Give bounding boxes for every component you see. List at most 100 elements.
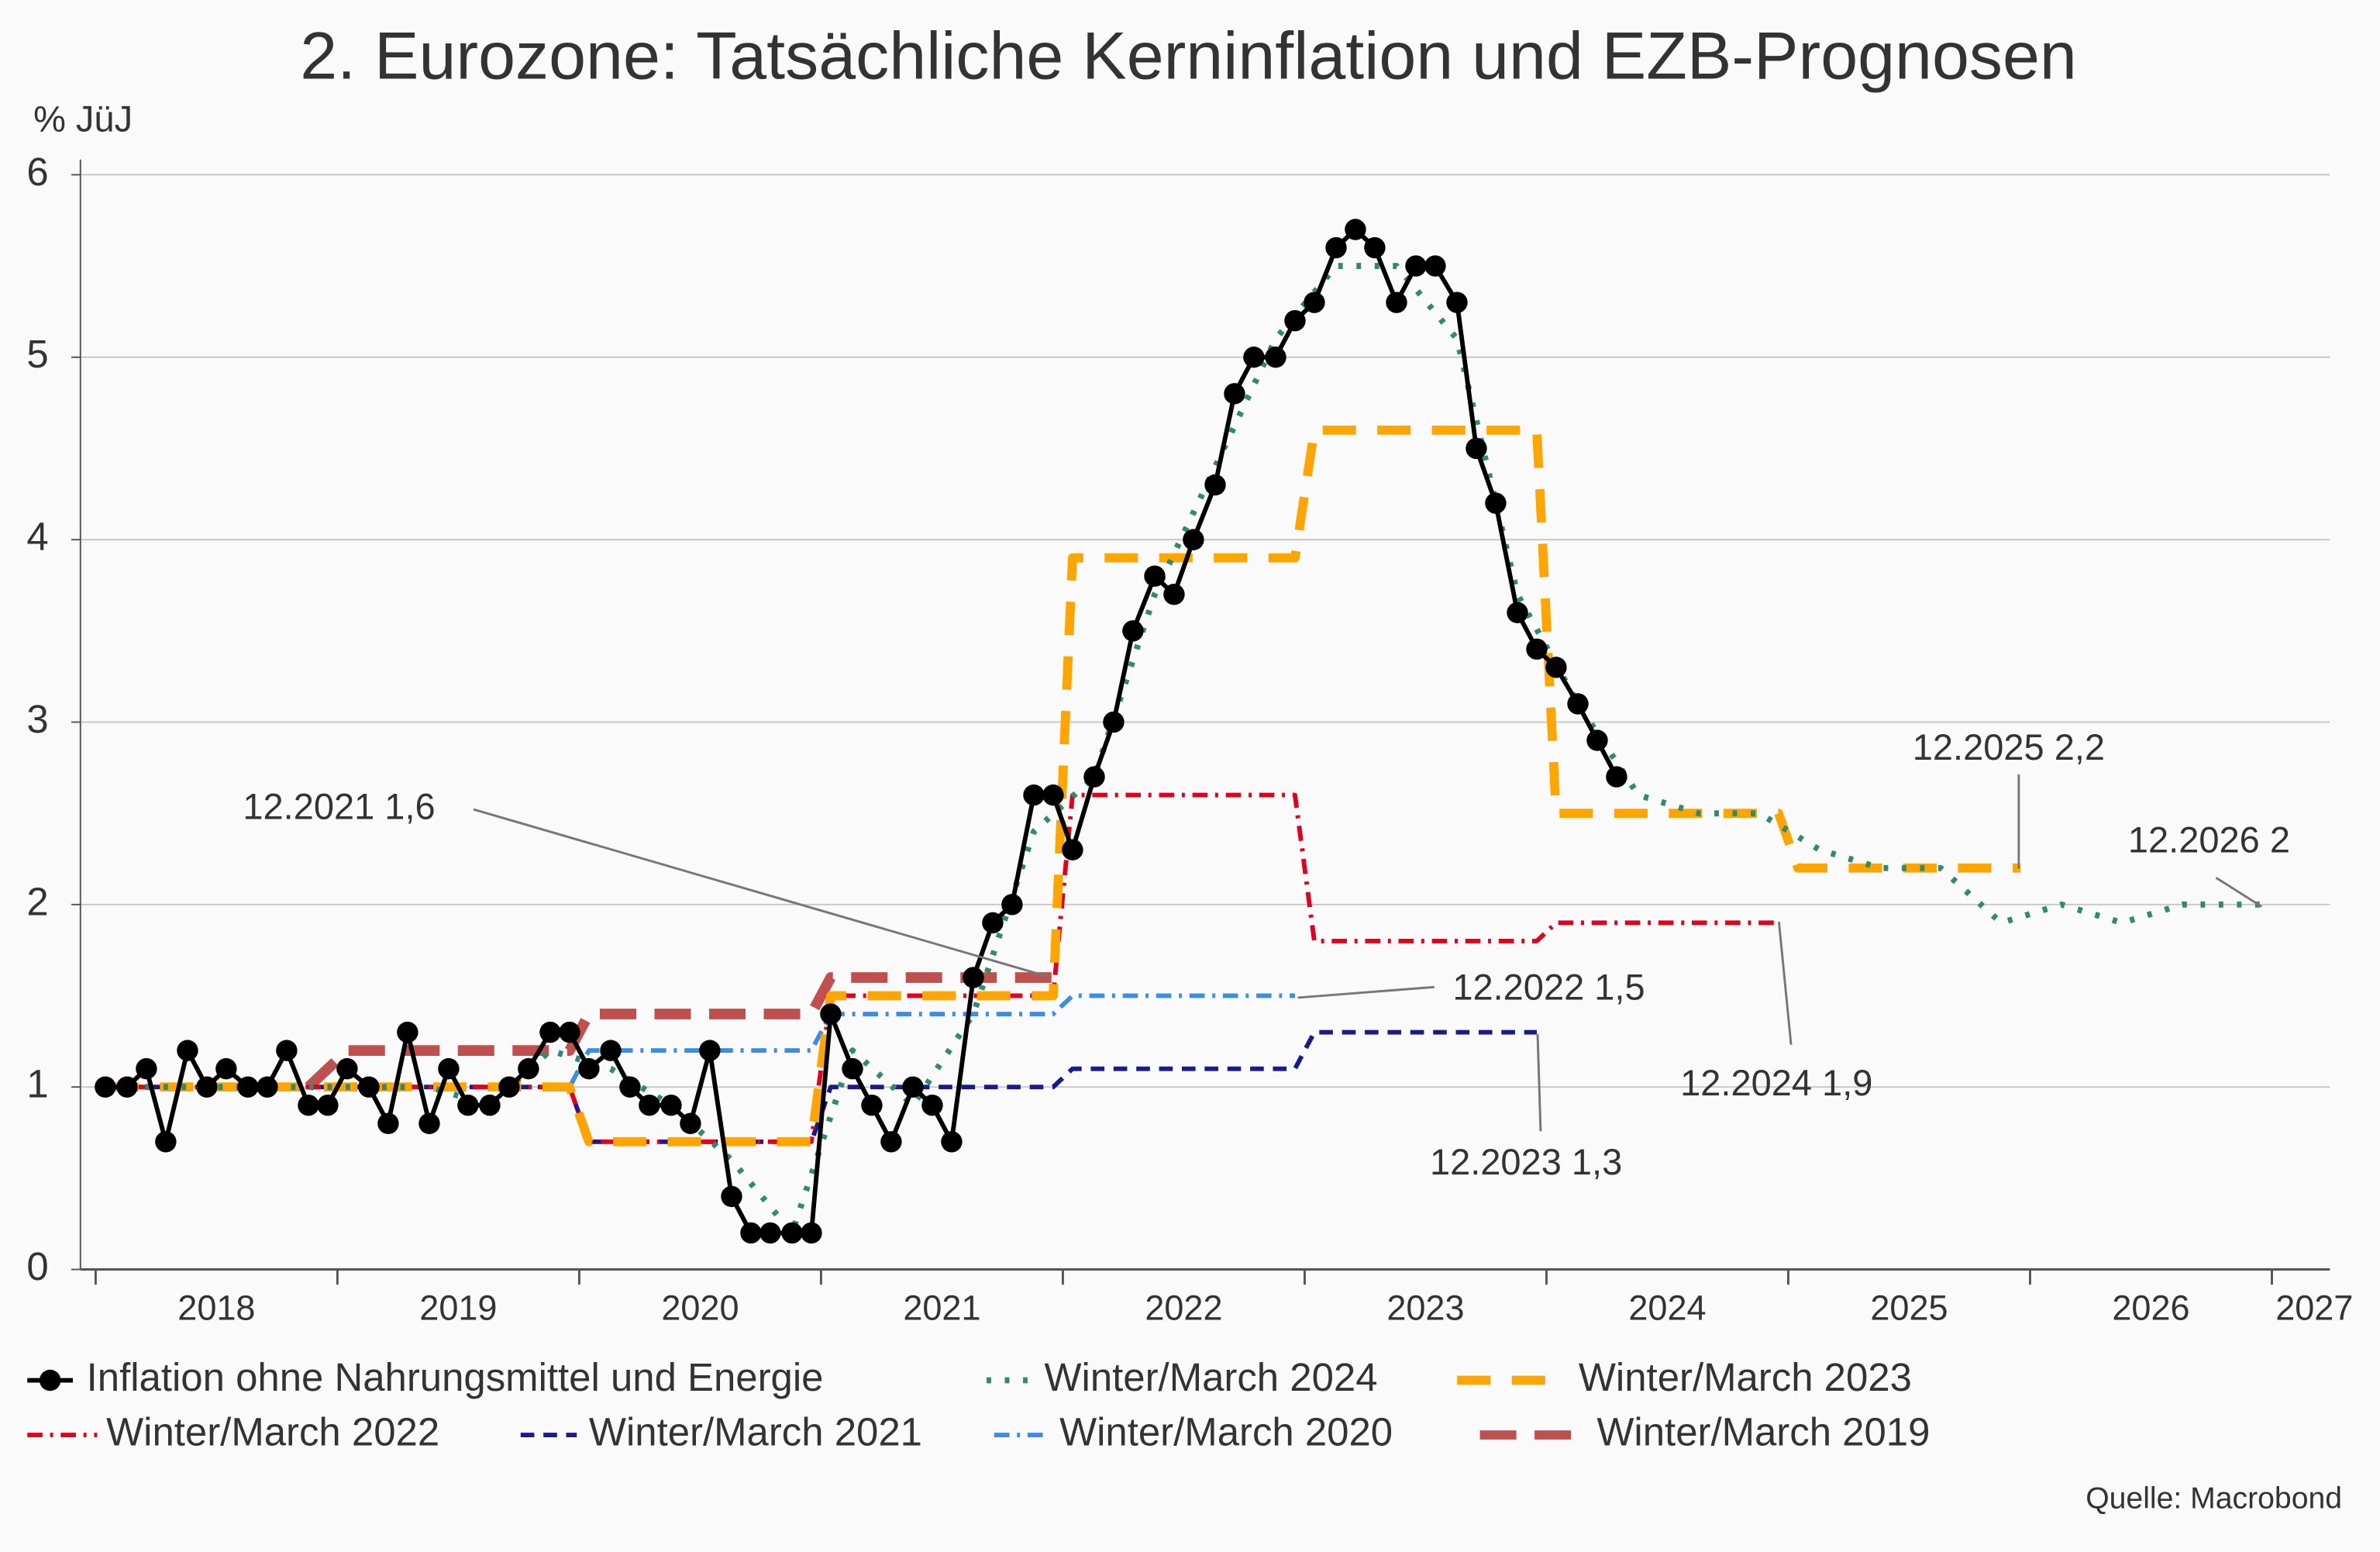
data-point — [1446, 291, 1468, 313]
data-point — [721, 1185, 742, 1208]
data-point — [619, 1076, 641, 1098]
data-point — [1424, 255, 1446, 277]
data-point — [861, 1095, 883, 1116]
data-point — [1586, 729, 1608, 751]
series-line — [105, 227, 1619, 1236]
data-point — [1345, 219, 1366, 240]
data-point — [559, 1021, 580, 1043]
source: Quelle: Macrobond — [2086, 1482, 2342, 1516]
y-tick-label: 6 — [26, 150, 48, 194]
data-point — [1163, 584, 1185, 605]
data-point — [1183, 529, 1204, 550]
data-point — [1042, 784, 1064, 806]
annotation: 12.2021 1,6 — [243, 786, 435, 827]
data-point — [457, 1095, 479, 1116]
data-point — [1083, 766, 1105, 788]
annotation: 12.2024 1,9 — [1680, 1062, 1872, 1103]
data-point — [982, 912, 1004, 934]
x-tick-label: 2025 — [1870, 1288, 1948, 1327]
data-point — [880, 1131, 902, 1153]
legend-label: Winter/March 2022 — [106, 1409, 439, 1454]
x-tick-label: 2026 — [2112, 1288, 2189, 1327]
data-point — [1224, 383, 1245, 405]
data-point — [257, 1076, 278, 1098]
legend-label: Winter/March 2019 — [1596, 1409, 1930, 1454]
annotation: 12.2023 1,3 — [1430, 1141, 1622, 1182]
data-point — [660, 1095, 682, 1116]
data-point — [1485, 492, 1507, 514]
data-point — [397, 1021, 418, 1043]
data-point — [1265, 347, 1286, 368]
data-point — [902, 1076, 924, 1098]
series-line — [105, 426, 2021, 1147]
data-point — [237, 1076, 259, 1098]
y-tick-label: 1 — [26, 1062, 48, 1106]
y-tick-label: 0 — [26, 1244, 48, 1288]
y-tick-label: 2 — [26, 879, 48, 923]
data-point — [276, 1040, 298, 1061]
data-point — [1364, 236, 1386, 259]
data-point — [1284, 309, 1306, 332]
x-tick-label: 2018 — [177, 1288, 255, 1327]
series-line — [105, 1029, 1537, 1144]
data-point — [1023, 784, 1045, 806]
x-tick-label: 2023 — [1386, 1288, 1464, 1327]
data-point — [1204, 474, 1226, 496]
data-point — [600, 1040, 622, 1061]
data-point — [740, 1222, 762, 1244]
annotation-leader — [1297, 985, 1435, 999]
data-point — [438, 1057, 460, 1080]
x-tick-label: 2022 — [1145, 1288, 1222, 1327]
legend-marker — [39, 1369, 61, 1392]
data-point — [699, 1040, 721, 1061]
data-point — [377, 1112, 399, 1134]
annotation: 12.2022 1,5 — [1452, 967, 1645, 1008]
data-point — [136, 1057, 157, 1080]
data-point — [1325, 236, 1347, 259]
data-point — [479, 1095, 501, 1116]
data-point — [1304, 291, 1325, 313]
data-point — [196, 1076, 218, 1098]
data-point — [116, 1076, 138, 1098]
legend-label: Inflation ohne Nahrungsmittel und Energi… — [87, 1355, 824, 1399]
chart-title: 2. Eurozone: Tatsächliche Kerninflation … — [300, 19, 2077, 93]
series-line — [305, 972, 1053, 1092]
annotation-leader — [1777, 921, 1793, 1045]
data-point — [1001, 894, 1023, 916]
annotation: 12.2026 2 — [2128, 819, 2290, 860]
data-point — [298, 1095, 319, 1116]
data-point — [1386, 291, 1407, 313]
data-point — [1243, 347, 1265, 368]
data-point — [680, 1112, 701, 1134]
legend-label: Winter/March 2021 — [589, 1409, 922, 1454]
y-tick-label: 3 — [26, 697, 48, 741]
data-point — [1567, 693, 1589, 715]
x-tick-label: 2021 — [903, 1288, 980, 1327]
y-axis-label: % JüJ — [33, 98, 133, 139]
legend-label: Winter/March 2023 — [1579, 1355, 1912, 1399]
data-point — [578, 1057, 600, 1080]
data-point — [1144, 565, 1166, 587]
annotation-leader — [2215, 876, 2263, 908]
annotation: 12.2025 2,2 — [1913, 726, 2105, 767]
data-point — [1122, 620, 1144, 642]
data-point — [639, 1095, 660, 1116]
data-point — [801, 1222, 822, 1244]
data-point — [921, 1095, 943, 1116]
data-point — [95, 1076, 116, 1098]
data-point — [1606, 766, 1627, 788]
data-point — [1062, 839, 1083, 860]
data-point — [155, 1131, 177, 1153]
series-line — [105, 993, 1295, 1090]
data-point — [358, 1076, 380, 1098]
annotation-leader — [1536, 1033, 1542, 1132]
x-tick-label: 2024 — [1628, 1288, 1706, 1327]
data-point — [1526, 638, 1548, 660]
annotation-leader — [473, 808, 1048, 978]
data-point — [820, 1003, 842, 1025]
data-point — [842, 1057, 863, 1080]
series-line — [126, 263, 2262, 1236]
data-point — [539, 1021, 561, 1043]
